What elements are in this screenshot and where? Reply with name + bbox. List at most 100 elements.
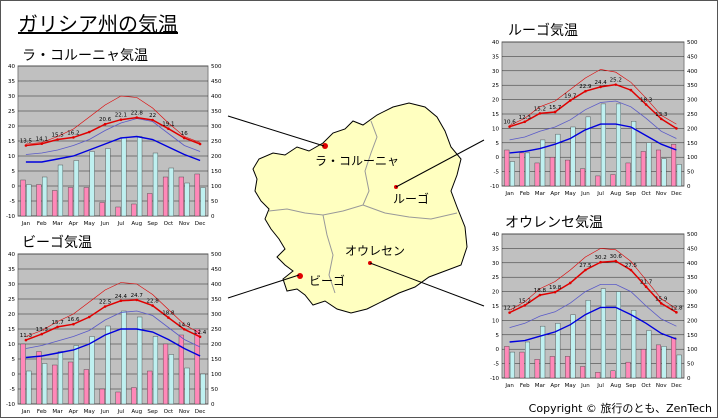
sun-bar	[555, 133, 561, 187]
x-tick-label: Jun	[100, 409, 110, 415]
left-tick-label: 0	[496, 347, 500, 353]
max-temp-point	[167, 316, 170, 319]
rain-bar	[671, 144, 677, 187]
right-tick-label: 400	[687, 69, 698, 75]
max-temp-line	[25, 299, 201, 341]
x-tick-label: Jan	[21, 409, 31, 415]
right-tick-label: 200	[687, 318, 698, 324]
left-tick-label: -10	[490, 184, 499, 190]
max-temp-label: 27.5	[579, 263, 592, 269]
max-temp-label: 16.2	[67, 130, 79, 136]
x-tick-label: Aug	[610, 383, 621, 389]
rain-bar	[610, 370, 616, 379]
max-temp-point	[24, 338, 28, 342]
sun-bar	[184, 367, 190, 405]
right-tick-label: 200	[211, 154, 222, 160]
sun-bar	[26, 370, 32, 405]
avg-temp-line	[509, 284, 677, 328]
rain-bar	[519, 351, 525, 379]
rain-bar	[534, 162, 540, 187]
x-tick-label: Oct	[164, 221, 174, 227]
copyright-notice: Copyright © 旅行のとも、ZenTech	[528, 402, 712, 415]
x-tick-label: Nov	[656, 383, 667, 389]
max-temp-label: 11.3	[20, 333, 33, 339]
right-tick-label: 500	[211, 252, 222, 258]
min-temp-line	[25, 135, 201, 163]
sun-bar	[646, 142, 652, 187]
sun-bar	[105, 148, 111, 217]
max-temp-label: 19.7	[564, 93, 577, 99]
right-tick-label: 250	[211, 327, 222, 333]
chart-coruna: -10-505101520253035400501001502002503003…	[6, 64, 222, 227]
border-ourense-pontevedra	[322, 214, 336, 294]
rain-bar	[549, 156, 555, 187]
left-tick-label: 5	[12, 169, 16, 175]
sun-bar	[73, 160, 79, 217]
rain-bar	[162, 343, 169, 405]
rain-bar	[178, 176, 184, 217]
right-tick-label: 200	[687, 126, 698, 132]
max-temp-label: 15.7	[51, 320, 64, 326]
max-temp-point	[584, 89, 587, 93]
max-temp-label: 19.1	[162, 122, 174, 128]
avg-temp-line	[25, 310, 201, 349]
x-tick-label: Feb	[520, 191, 530, 197]
sun-bar	[661, 158, 667, 187]
rain-bar	[20, 179, 26, 217]
right-tick-label: 100	[211, 184, 222, 190]
rain-bar	[580, 168, 586, 187]
left-tick-label: 15	[492, 304, 499, 310]
x-tick-label: Mar	[535, 191, 546, 197]
right-tick-label: 50	[687, 170, 694, 176]
rain-bar	[52, 190, 58, 217]
x-tick-label: Jun	[580, 383, 590, 389]
x-tick-label: Dec	[195, 221, 206, 227]
x-tick-label: Sep	[626, 383, 637, 389]
x-tick-label: Jul	[596, 191, 604, 197]
max-temp-point	[614, 259, 618, 263]
x-tick-label: Feb	[37, 409, 47, 415]
sun-bar	[676, 354, 682, 379]
left-tick-label: 10	[492, 318, 499, 324]
rain-bar	[115, 391, 121, 405]
chart-title-ourense: オウレンセ気温	[505, 215, 603, 231]
max-temp-point	[538, 293, 542, 297]
max-temp-point	[523, 304, 527, 307]
rain-bar	[640, 151, 646, 187]
max-temp-point	[198, 335, 202, 339]
x-tick-label: Apr	[550, 191, 560, 197]
chart-vigo: -10-505101520253035400501001502002503003…	[6, 252, 222, 415]
left-tick-label: 15	[492, 112, 499, 118]
max-temp-point	[644, 285, 648, 289]
x-tick-label: Feb	[520, 383, 530, 389]
avg-temp-line	[509, 100, 677, 141]
right-tick-label: 350	[211, 297, 222, 303]
rain-bar	[549, 356, 555, 379]
max-temp-label: 24.4	[594, 80, 607, 86]
max-temp-label: 12.4	[194, 330, 207, 336]
right-tick-label: 500	[687, 40, 698, 46]
right-tick-label: 400	[211, 94, 222, 100]
sun-bar	[57, 351, 64, 405]
rain-bar	[564, 159, 570, 187]
max-temp-point	[508, 125, 511, 128]
x-tick-label: Nov	[179, 221, 190, 227]
max-temp-label: 30.6	[610, 254, 623, 260]
max-temp-point	[553, 290, 557, 294]
max-temp-label: 13.3	[36, 327, 49, 333]
max-temp-point	[553, 110, 557, 114]
max-temp-point	[167, 127, 170, 130]
max-temp-point	[151, 118, 154, 122]
sun-bar	[168, 354, 174, 405]
max-temp-point	[87, 130, 91, 134]
max-temp-point	[103, 122, 107, 126]
max-temp-label: 22.1	[115, 113, 127, 119]
max-temp-label: 14.9	[178, 322, 191, 328]
x-tick-label: Aug	[131, 221, 142, 227]
sun-bar	[525, 152, 531, 187]
max-temp-point	[151, 304, 154, 307]
min-temp-line	[509, 306, 677, 343]
right-tick-label: 0	[211, 402, 215, 408]
left-tick-label: -5	[494, 170, 500, 176]
right-tick-label: 150	[687, 141, 698, 147]
